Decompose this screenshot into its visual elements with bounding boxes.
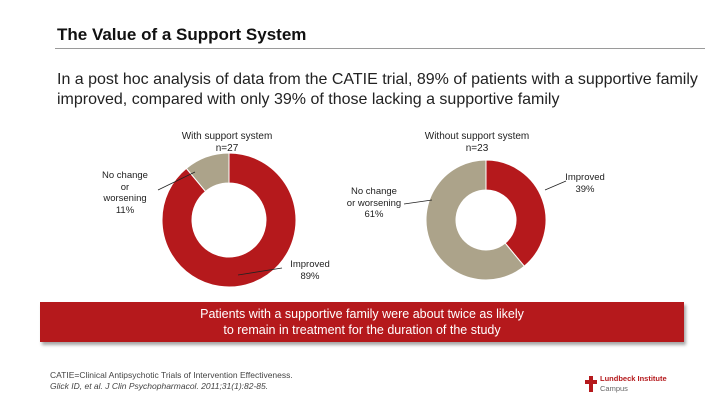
- logo-name: Lundbeck Institute: [600, 374, 667, 383]
- right-chart-n: n=23: [465, 143, 489, 154]
- banner-line-1: Patients with a supportive family were a…: [200, 307, 524, 321]
- left-chart-title: With support system: [181, 131, 273, 142]
- logo-subtitle: Campus: [600, 384, 628, 393]
- left-no-change-line1: No change: [102, 170, 148, 181]
- left-improved-label: Improved 89%: [280, 259, 340, 282]
- intro-text: In a post hoc analysis of data from the …: [57, 71, 698, 108]
- right-chart-title: Without support system: [424, 131, 530, 142]
- right-improved-value: 39%: [575, 183, 595, 195]
- right-no-change-line2: or worsening: [346, 197, 402, 209]
- right-donut-slice-no-change-or-worsening: [425, 159, 525, 281]
- right-no-change-line1: No change: [351, 186, 397, 197]
- right-improved-leader: [544, 180, 567, 191]
- left-no-change-value: 11%: [115, 204, 135, 216]
- key-finding-banner: Patients with a supportive family were a…: [40, 302, 684, 342]
- title-divider: [55, 48, 705, 49]
- left-donut-slice-improved: [161, 152, 297, 288]
- footnote: CATIE=Clinical Antipsychotic Trials of I…: [50, 370, 293, 392]
- banner-line-2: to remain in treatment for the duration …: [223, 323, 501, 337]
- right-donut-slice-improved: [485, 159, 547, 267]
- left-no-change-leader: [157, 171, 196, 191]
- right-no-change-label: No change or worsening 61%: [340, 186, 408, 221]
- lundbeck-logo: Lundbeck Institute Campus: [585, 374, 675, 396]
- footnote-reference: Glick ID, et al. J Clin Psychopharmacol.…: [50, 381, 269, 391]
- left-improved-value: 89%: [300, 270, 320, 282]
- left-no-change-label: No change or worsening 11%: [92, 170, 158, 216]
- slide-title: The Value of a Support System: [57, 25, 307, 44]
- right-no-change-leader: [403, 199, 433, 205]
- logo-mark-icon: [585, 376, 597, 392]
- left-no-change-line3: worsening: [103, 193, 147, 204]
- footnote-abbreviation: CATIE=Clinical Antipsychotic Trials of I…: [50, 370, 293, 380]
- left-no-change-line2: or: [120, 181, 130, 193]
- left-chart-n: n=27: [215, 143, 239, 154]
- leader-lines: [157, 171, 567, 276]
- right-improved-label: Improved 39%: [562, 172, 608, 195]
- right-improved-line1: Improved: [565, 172, 605, 183]
- left-chart-heading: With support system n=27: [160, 131, 294, 155]
- right-no-change-value: 61%: [364, 209, 384, 220]
- right-chart-heading: Without support system n=23: [408, 131, 546, 155]
- left-improved-line1: Improved: [290, 259, 330, 270]
- left-improved-leader: [237, 267, 283, 276]
